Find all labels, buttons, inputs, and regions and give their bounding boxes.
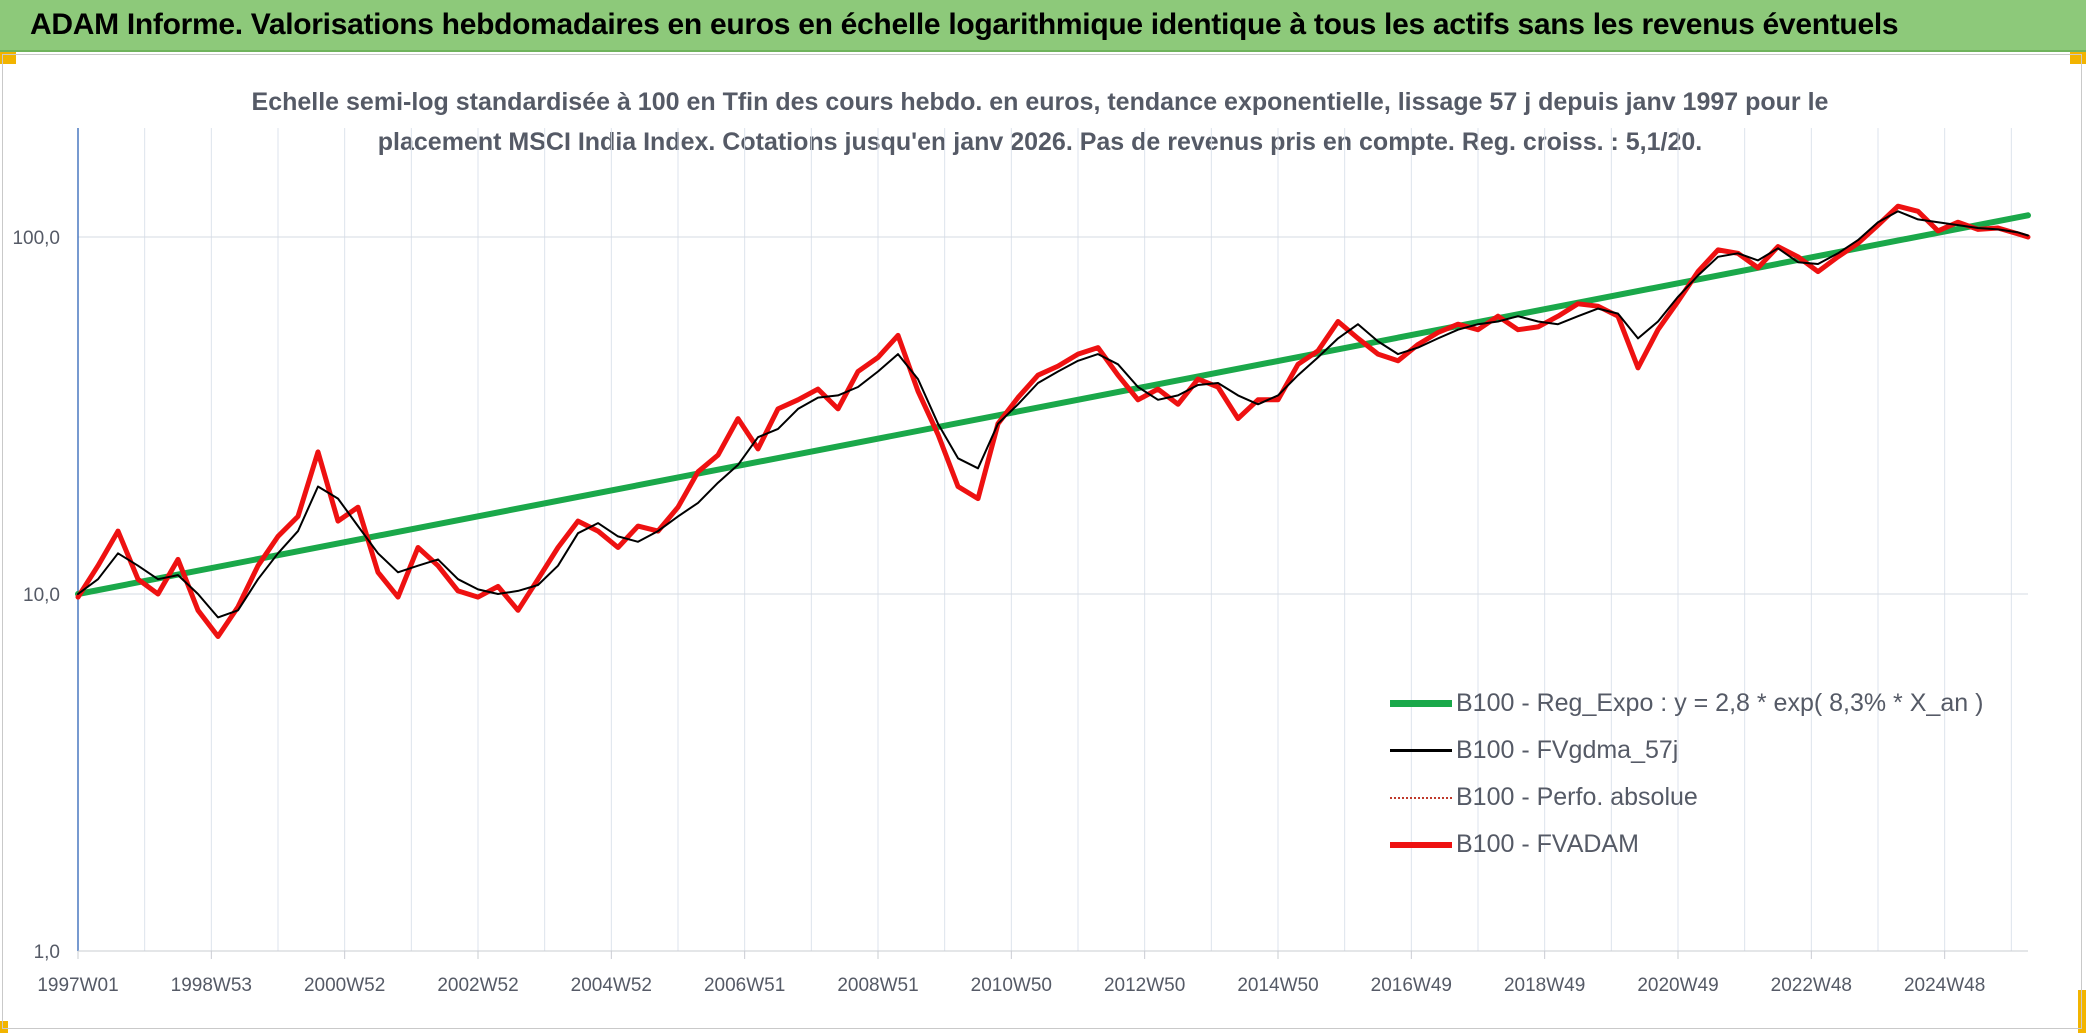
series-line-moving-average (77, 210, 2029, 619)
legend-item-moving-average: B100 - FVgdma_57j (1390, 727, 1983, 774)
x-tick-label: 2008W51 (837, 975, 918, 996)
chart-frame (2, 54, 2082, 1029)
chart-title-line-2: placement MSCI India Index. Cotations ju… (377, 128, 1703, 156)
series-line-regression (75, 212, 2031, 597)
x-tick-label: 2024W48 (1904, 975, 1985, 996)
title-banner: ADAM Informe. Valorisations hebdomadaire… (0, 0, 2086, 52)
x-tick-label: 2012W50 (1104, 975, 1185, 996)
legend-swatch-regression (1390, 700, 1452, 707)
legend-label-regression: B100 - Reg_Expo : y = 2,8 * exp( 8,3% * … (1456, 689, 1984, 717)
legend-swatch-moving-average (1390, 749, 1452, 752)
legend-item-fvadam: B100 - FVADAM (1390, 821, 1983, 868)
corner-marker-left (0, 52, 16, 64)
x-tick-label: 2010W50 (971, 975, 1052, 996)
x-tick-label: 2018W49 (1504, 975, 1585, 996)
series-line-fvadam (75, 203, 2031, 639)
corner-marker-bottom-left (0, 1021, 8, 1033)
chart-legend: B100 - Reg_Expo : y = 2,8 * exp( 8,3% * … (1390, 680, 1983, 868)
legend-item-absolute: B100 - Perfo. absolue (1390, 774, 1983, 821)
corner-marker-bottom-right (2078, 990, 2086, 1033)
corner-marker-right (2070, 52, 2086, 64)
legend-label-fvadam: B100 - FVADAM (1456, 830, 1639, 858)
x-tick-label: 2002W52 (437, 975, 518, 996)
x-tick-label: 2016W49 (1371, 975, 1452, 996)
y-tick-label: 1,0 (34, 942, 60, 963)
report-title: ADAM Informe. Valorisations hebdomadaire… (30, 8, 1899, 41)
x-tick-label: 2022W48 (1771, 975, 1852, 996)
x-tick-label: 1998W53 (171, 975, 252, 996)
legend-label-absolute: B100 - Perfo. absolue (1456, 783, 1698, 811)
x-tick-label: 2014W50 (1237, 975, 1318, 996)
legend-swatch-fvadam (1390, 841, 1452, 848)
y-tick-label: 100,0 (12, 228, 60, 249)
y-tick-label: 10,0 (23, 585, 60, 606)
x-tick-label: 2000W52 (304, 975, 385, 996)
x-tick-label: 2004W52 (571, 975, 652, 996)
legend-label-moving-average: B100 - FVgdma_57j (1456, 736, 1679, 764)
chart-title: Echelle semi-log standardisée à 100 en T… (200, 82, 1880, 162)
x-tick-label: 2006W51 (704, 975, 785, 996)
legend-swatch-absolute (1390, 796, 1452, 799)
x-tick-label: 2020W49 (1637, 975, 1718, 996)
x-tick-label: 1997W01 (37, 975, 118, 996)
chart-title-line-1: Echelle semi-log standardisée à 100 en T… (251, 88, 1829, 116)
legend-item-regression: B100 - Reg_Expo : y = 2,8 * exp( 8,3% * … (1390, 680, 1983, 727)
